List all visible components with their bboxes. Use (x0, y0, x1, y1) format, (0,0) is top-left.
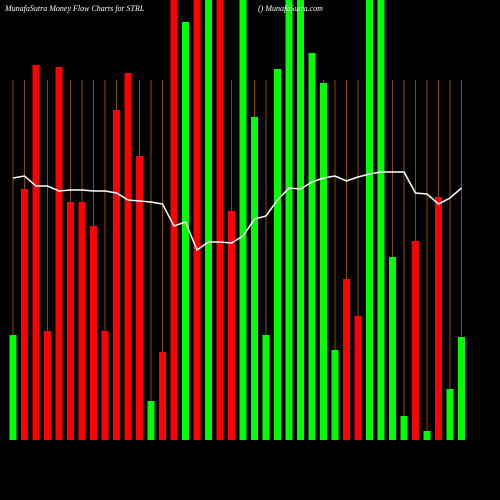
money-flow-line (12, 171, 462, 252)
bar (124, 73, 132, 440)
bar (90, 226, 97, 440)
bar (193, 0, 201, 440)
bar (147, 401, 155, 440)
bar (389, 257, 396, 440)
bar (285, 0, 293, 440)
bar (228, 211, 235, 440)
bar (216, 0, 224, 440)
bar (435, 197, 442, 440)
bar (446, 389, 454, 440)
bar (354, 316, 362, 440)
bar (320, 83, 327, 440)
bar (136, 156, 143, 440)
bar (262, 335, 270, 440)
bar (239, 0, 247, 440)
bar (55, 67, 63, 440)
bar (377, 0, 385, 440)
bar (251, 117, 258, 440)
bar (170, 0, 178, 440)
bar (205, 0, 212, 440)
bar (400, 416, 408, 440)
bar (101, 331, 109, 440)
chart-subtitle: () MunafaSutra.com (258, 4, 323, 13)
bar (21, 189, 28, 440)
bar (274, 69, 281, 440)
bar (32, 65, 40, 440)
bar (78, 202, 86, 440)
bar (412, 241, 419, 440)
bar (366, 0, 373, 440)
bar (67, 202, 74, 440)
bar (182, 22, 189, 440)
bar (308, 53, 316, 440)
bar (159, 352, 166, 440)
bar (423, 431, 431, 440)
bar (297, 0, 304, 440)
bar (9, 335, 17, 440)
bar (331, 350, 339, 440)
bar (458, 337, 465, 440)
chart-title: MunafaSutra Money Flow Charts for STRL (4, 4, 145, 13)
bar (44, 331, 51, 440)
bar (113, 110, 120, 440)
bar (343, 279, 350, 440)
